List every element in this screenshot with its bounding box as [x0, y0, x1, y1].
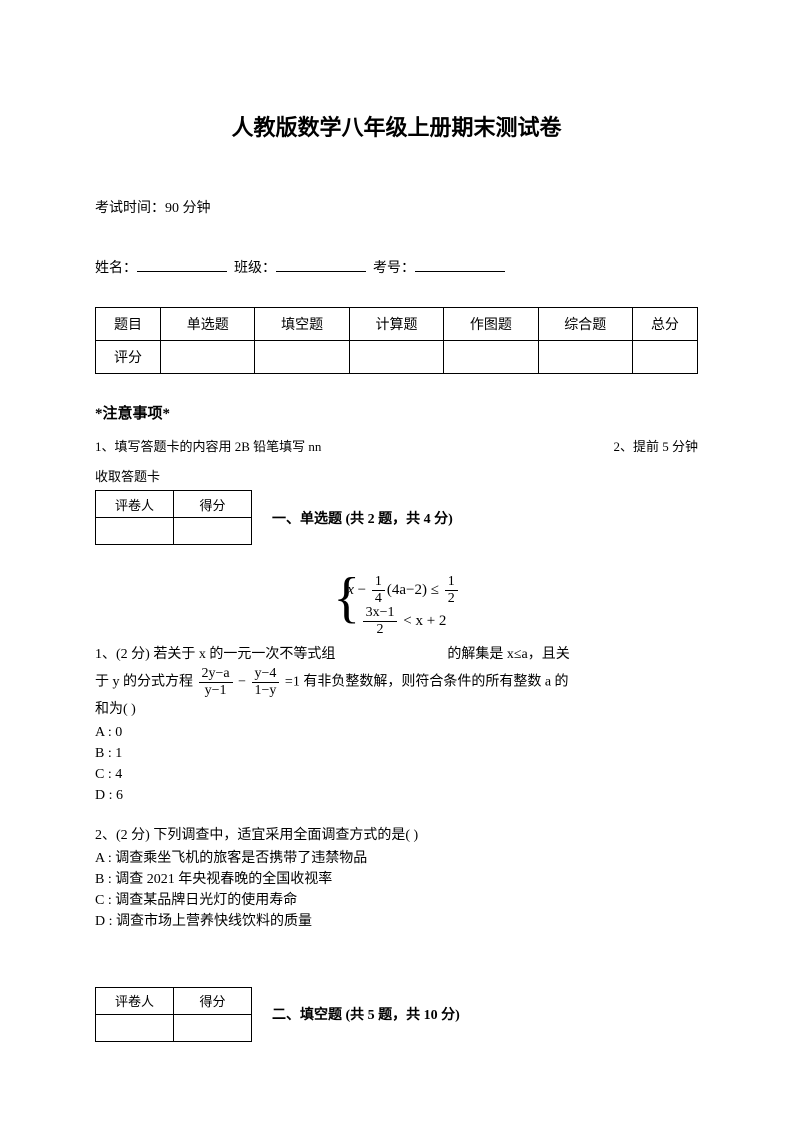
option-a[interactable]: A : 0 [95, 722, 698, 743]
score-header: 综合题 [538, 308, 632, 341]
score-cell[interactable] [161, 341, 255, 374]
option-b[interactable]: B : 1 [95, 743, 698, 764]
score-header: 题目 [96, 308, 161, 341]
score-cell[interactable] [538, 341, 632, 374]
sys-text: < x + 2 [403, 613, 446, 629]
option-c[interactable]: C : 调查某品牌日光灯的使用寿命 [95, 890, 698, 911]
frac-num: 3x−1 [363, 606, 398, 622]
option-c[interactable]: C : 4 [95, 764, 698, 785]
grader-label: 评卷人 [96, 491, 174, 518]
frac-num: 2y−a [199, 667, 233, 683]
q1-after-sys: 的解集是 x≤a，且关 [447, 647, 569, 662]
option-a[interactable]: A : 调查乘坐飞机的旅客是否携带了违禁物品 [95, 848, 698, 869]
inequality-system: { x − 14(4a−2) ≤ 12 3x−12 < x + 2 [333, 575, 459, 637]
score-cell: 评分 [96, 341, 161, 374]
q2-stem: 2、(2 分) 下列调查中，适宜采用全面调查方式的是( ) [95, 824, 698, 848]
exam-page: 人教版数学八年级上册期末测试卷 考试时间：90 分钟 姓名： 班级： 考号： 题… [0, 0, 793, 1122]
frac-num: 1 [372, 575, 385, 591]
table-row: 题目 单选题 填空题 计算题 作图题 综合题 总分 [96, 308, 698, 341]
question-2: 2、(2 分) 下列调查中，适宜采用全面调查方式的是( ) A : 调查乘坐飞机… [95, 824, 698, 932]
score-cell[interactable] [349, 341, 443, 374]
section-1-header: 评卷人 得分 一、单选题 (共 2 题，共 4 分) [95, 490, 698, 545]
notice-left: 1、填写答题卡的内容用 2B 铅笔填写 nn [95, 438, 321, 456]
score-label: 得分 [174, 491, 252, 518]
score-header: 总分 [632, 308, 697, 341]
q1-line2b: =1 有非负整数解，则符合条件的所有整数 a 的 [285, 675, 569, 690]
frac-num: 1 [445, 575, 458, 591]
score-cell[interactable] [174, 1014, 252, 1041]
option-d[interactable]: D : 调查市场上营养快线饮料的质量 [95, 911, 698, 932]
notice-line-1: 1、填写答题卡的内容用 2B 铅笔填写 nn 2、提前 5 分钟 [95, 438, 698, 456]
q1-lead: 1、(2 分) 若关于 x 的一元一次不等式组 [95, 647, 335, 662]
frac-den: 2 [363, 622, 398, 637]
sys-row-1: x − 14(4a−2) ≤ 12 [347, 582, 459, 598]
section-2-header: 评卷人 得分 二、填空题 (共 5 题，共 10 分) [95, 987, 698, 1042]
q1-line3: 和为( ) [95, 702, 136, 717]
class-blank[interactable] [276, 257, 366, 272]
grader-table: 评卷人 得分 [95, 490, 252, 545]
q1-options: A : 0 B : 1 C : 4 D : 6 [95, 722, 698, 806]
option-d[interactable]: D : 6 [95, 785, 698, 806]
brace-icon: { [333, 570, 360, 626]
id-label: 考号： [373, 261, 415, 276]
notice-line-2: 收取答题卡 [95, 466, 698, 485]
frac-num: y−4 [252, 667, 280, 683]
frac-den: 4 [372, 591, 385, 606]
class-label: 班级： [234, 261, 276, 276]
sys-row-2: 3x−12 < x + 2 [361, 613, 447, 629]
section-2-title-text: 二、填空题 (共 5 题，共 10 分) [272, 1008, 460, 1023]
option-b[interactable]: B : 调查 2021 年央视春晚的全国收视率 [95, 869, 698, 890]
grader-cell[interactable] [96, 518, 174, 545]
score-label: 得分 [174, 987, 252, 1014]
exam-time: 考试时间：90 分钟 [95, 197, 698, 217]
score-header: 填空题 [255, 308, 349, 341]
minus-sign: − [238, 675, 246, 690]
section-2-title: 二、填空题 (共 5 题，共 10 分) [272, 1004, 460, 1024]
q1-line2a: 于 y 的分式方程 [95, 675, 193, 690]
score-header: 计算题 [349, 308, 443, 341]
score-table: 题目 单选题 填空题 计算题 作图题 综合题 总分 评分 [95, 307, 698, 374]
score-header: 单选题 [161, 308, 255, 341]
section-1-title: 一、单选题 (共 2 题，共 4 分) [272, 508, 453, 528]
name-label: 姓名： [95, 261, 137, 276]
q2-options: A : 调查乘坐飞机的旅客是否携带了违禁物品 B : 调查 2021 年央视春晚… [95, 848, 698, 932]
score-header: 作图题 [444, 308, 538, 341]
section-1-title-text: 一、单选题 (共 2 题，共 4 分) [272, 512, 453, 527]
fraction-b: y−41−y [252, 667, 280, 698]
notice-title: *注意事项* [95, 402, 698, 423]
grader-label: 评卷人 [96, 987, 174, 1014]
score-cell[interactable] [255, 341, 349, 374]
student-info-line: 姓名： 班级： 考号： [95, 257, 698, 277]
page-title: 人教版数学八年级上册期末测试卷 [95, 110, 698, 142]
question-1: { x − 14(4a−2) ≤ 12 3x−12 < x + 2 1、(2 分… [95, 575, 698, 806]
score-cell[interactable] [444, 341, 538, 374]
frac-den: 1−y [252, 683, 280, 698]
frac-den: y−1 [199, 683, 233, 698]
id-blank[interactable] [415, 257, 505, 272]
notice-right: 2、提前 5 分钟 [613, 438, 698, 456]
table-row: 评分 [96, 341, 698, 374]
fraction-a: 2y−ay−1 [199, 667, 233, 698]
grader-table: 评卷人 得分 [95, 987, 252, 1042]
frac-den: 2 [445, 591, 458, 606]
score-cell[interactable] [632, 341, 697, 374]
score-cell[interactable] [174, 518, 252, 545]
name-blank[interactable] [137, 257, 227, 272]
grader-cell[interactable] [96, 1014, 174, 1041]
sys-text: (4a−2) ≤ [387, 582, 439, 598]
